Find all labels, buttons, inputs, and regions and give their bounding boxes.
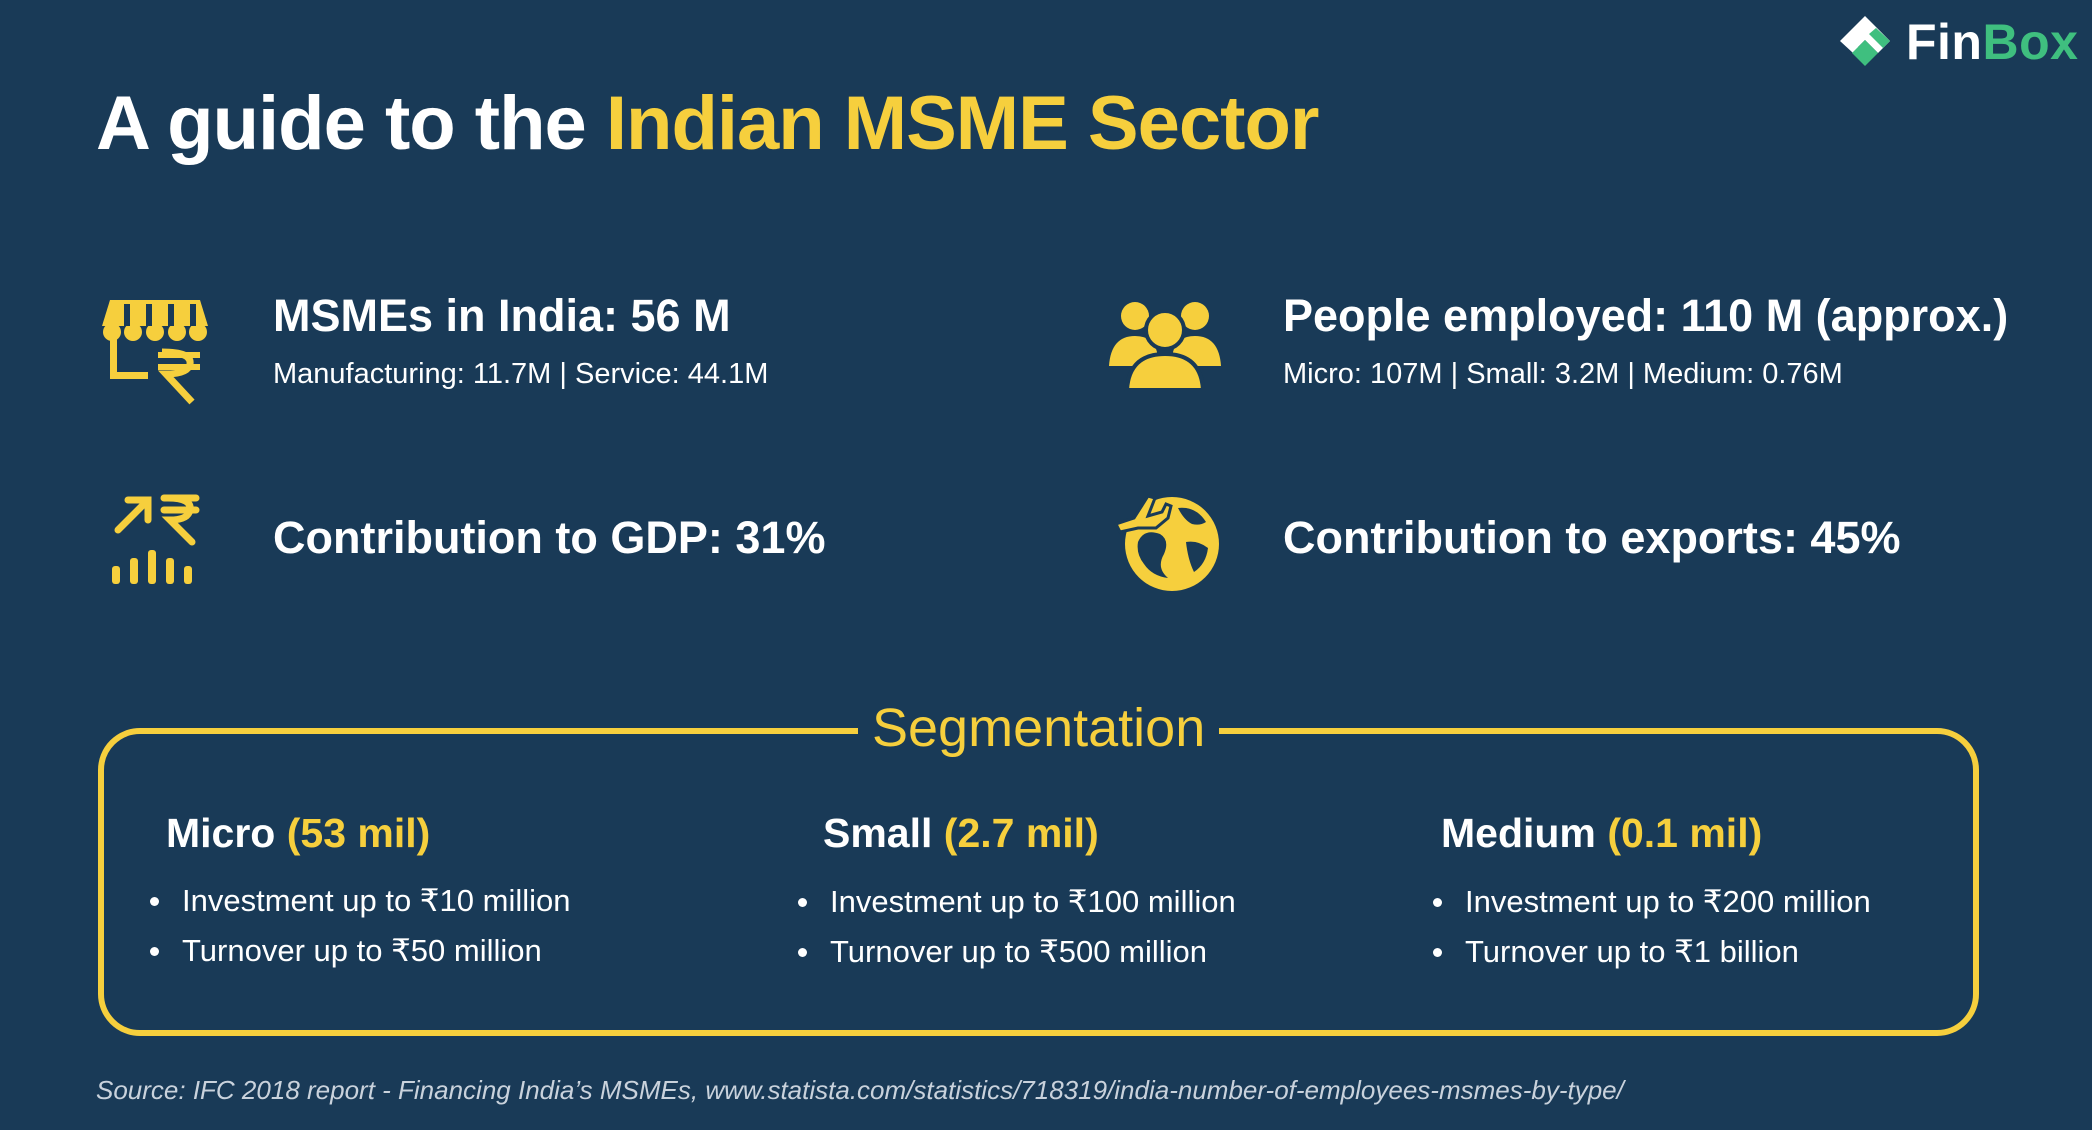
segment-medium-list: Investment up to ₹200 million Turnover u… (1431, 877, 1871, 977)
list-item: Turnover up to ₹50 million (148, 926, 570, 976)
segment-small-count: (2.7 mil) (943, 810, 1099, 856)
bullet-text: Investment up to ₹200 million (1465, 884, 1871, 919)
bullet-text: Turnover up to ₹50 million (182, 933, 542, 968)
source-note: Source: IFC 2018 report - Financing Indi… (96, 1075, 1624, 1105)
page-title: A guide to the Indian MSME Sector (96, 80, 1320, 167)
list-item: Turnover up to ₹500 million (796, 927, 1236, 977)
title-part-highlight: Indian MSME Sector (605, 81, 1320, 166)
stat-exports-heading: Contribution to exports: 45% (1283, 512, 1901, 563)
segment-medium-name: Medium (1441, 810, 1596, 856)
finbox-logo-icon (1840, 16, 1890, 66)
people-group-icon (1109, 302, 1221, 392)
segment-micro-count: (53 mil) (286, 810, 431, 856)
list-item: Investment up to ₹200 million (1431, 877, 1871, 927)
logo-text-fin: Fin (1906, 14, 1983, 70)
segment-medium-count: (0.1 mil) (1607, 810, 1763, 856)
segment-micro-list: Investment up to ₹10 million Turnover up… (148, 876, 570, 976)
shop-rupee-icon (102, 300, 208, 405)
growth-rupee-chart-icon (112, 494, 200, 584)
bullet-text: Turnover up to ₹1 billion (1465, 934, 1799, 969)
bullet-dot (798, 898, 807, 907)
bullet-dot (798, 948, 807, 957)
bullet-text: Investment up to ₹100 million (830, 884, 1236, 919)
segment-small-name: Small (823, 810, 933, 856)
list-item: Investment up to ₹100 million (796, 877, 1236, 927)
bullet-dot (150, 947, 159, 956)
segment-small-list: Investment up to ₹100 million Turnover u… (796, 877, 1236, 977)
list-item: Investment up to ₹10 million (148, 876, 570, 926)
logo-text-box: Box (1982, 14, 2079, 70)
stat-employment-sub: Micro: 107M | Small: 3.2M | Medium: 0.76… (1283, 358, 1843, 390)
title-part-white: A guide to the (96, 81, 606, 166)
bullet-dot (1433, 898, 1442, 907)
globe-plane-icon (1113, 494, 1219, 591)
list-item: Turnover up to ₹1 billion (1431, 927, 1871, 977)
bullet-text: Investment up to ₹10 million (182, 883, 571, 918)
stat-msmes-sub: Manufacturing: 11.7M | Service: 44.1M (273, 358, 769, 390)
segment-micro-name: Micro (166, 810, 276, 856)
bullet-text: Turnover up to ₹500 million (830, 934, 1207, 969)
bullet-dot (1433, 948, 1442, 957)
segment-micro-heading: Micro (53 mil) (166, 810, 430, 857)
stat-msmes-heading: MSMEs in India: 56 M (273, 290, 731, 341)
segment-medium-heading: Medium (0.1 mil) (1441, 810, 1762, 857)
stat-gdp-heading: Contribution to GDP: 31% (273, 512, 826, 563)
finbox-logo: FinBox (1836, 12, 2078, 72)
bullet-dot (150, 897, 159, 906)
segment-small-heading: Small (2.7 mil) (823, 810, 1099, 857)
segmentation-title: Segmentation (858, 697, 1220, 759)
logo-text: FinBox (1906, 13, 2078, 71)
stat-employment-heading: People employed: 110 M (approx.) (1283, 290, 2009, 341)
